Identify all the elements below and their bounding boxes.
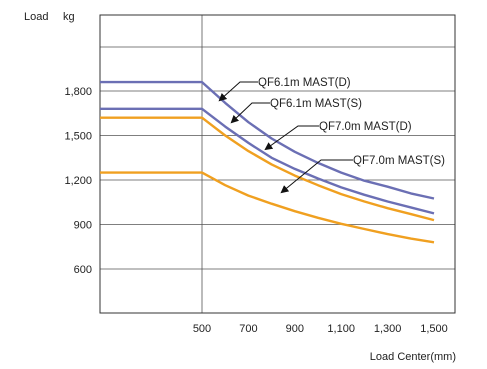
x-tick-label: 900 (286, 323, 304, 335)
annotations: QF6.1m MAST(D) QF6.1m MAST(S) QF7.0m MAST(… (218, 77, 445, 194)
y-tick-label: 1,800 (64, 86, 92, 98)
annotation-leader (264, 125, 319, 151)
annotation-leader (218, 81, 258, 102)
series-line-4 (100, 171, 435, 244)
series-line-3 (100, 116, 435, 222)
grid (100, 15, 455, 313)
x-tick-label: 1,100 (327, 323, 355, 335)
series-annotation-label: QF7.0m MAST(D) (319, 121, 412, 133)
y-axis-unit: kg (63, 11, 75, 23)
x-tick-label: 500 (193, 323, 211, 335)
series-annotation-label: QF7.0m MAST(S) (353, 155, 445, 167)
tick-labels: 600 900 1,200 1,500 1,800 500 700 900 1,100 1,300… (64, 86, 447, 335)
plot-frame (99, 14, 456, 314)
y-tick-label: 1,500 (64, 131, 92, 143)
series-annotation-label: QF6.1m MAST(S) (270, 98, 362, 110)
x-axis-label: Load Center(mm) (370, 351, 456, 363)
annotation-leader (230, 102, 270, 124)
series-line-2 (100, 107, 435, 215)
annotation-leader (280, 159, 353, 194)
y-tick-label: 1,200 (64, 175, 92, 187)
x-tick-label: 700 (239, 323, 257, 335)
x-tick-label: 1,300 (374, 323, 402, 335)
x-tick-label: 1,500 (420, 323, 448, 335)
y-axis-label: Load (24, 11, 48, 23)
y-tick-label: 600 (74, 264, 92, 276)
series-annotation-label: QF6.1m MAST(D) (258, 77, 351, 89)
series-line-1 (100, 80, 435, 200)
y-tick-label: 900 (74, 220, 92, 232)
